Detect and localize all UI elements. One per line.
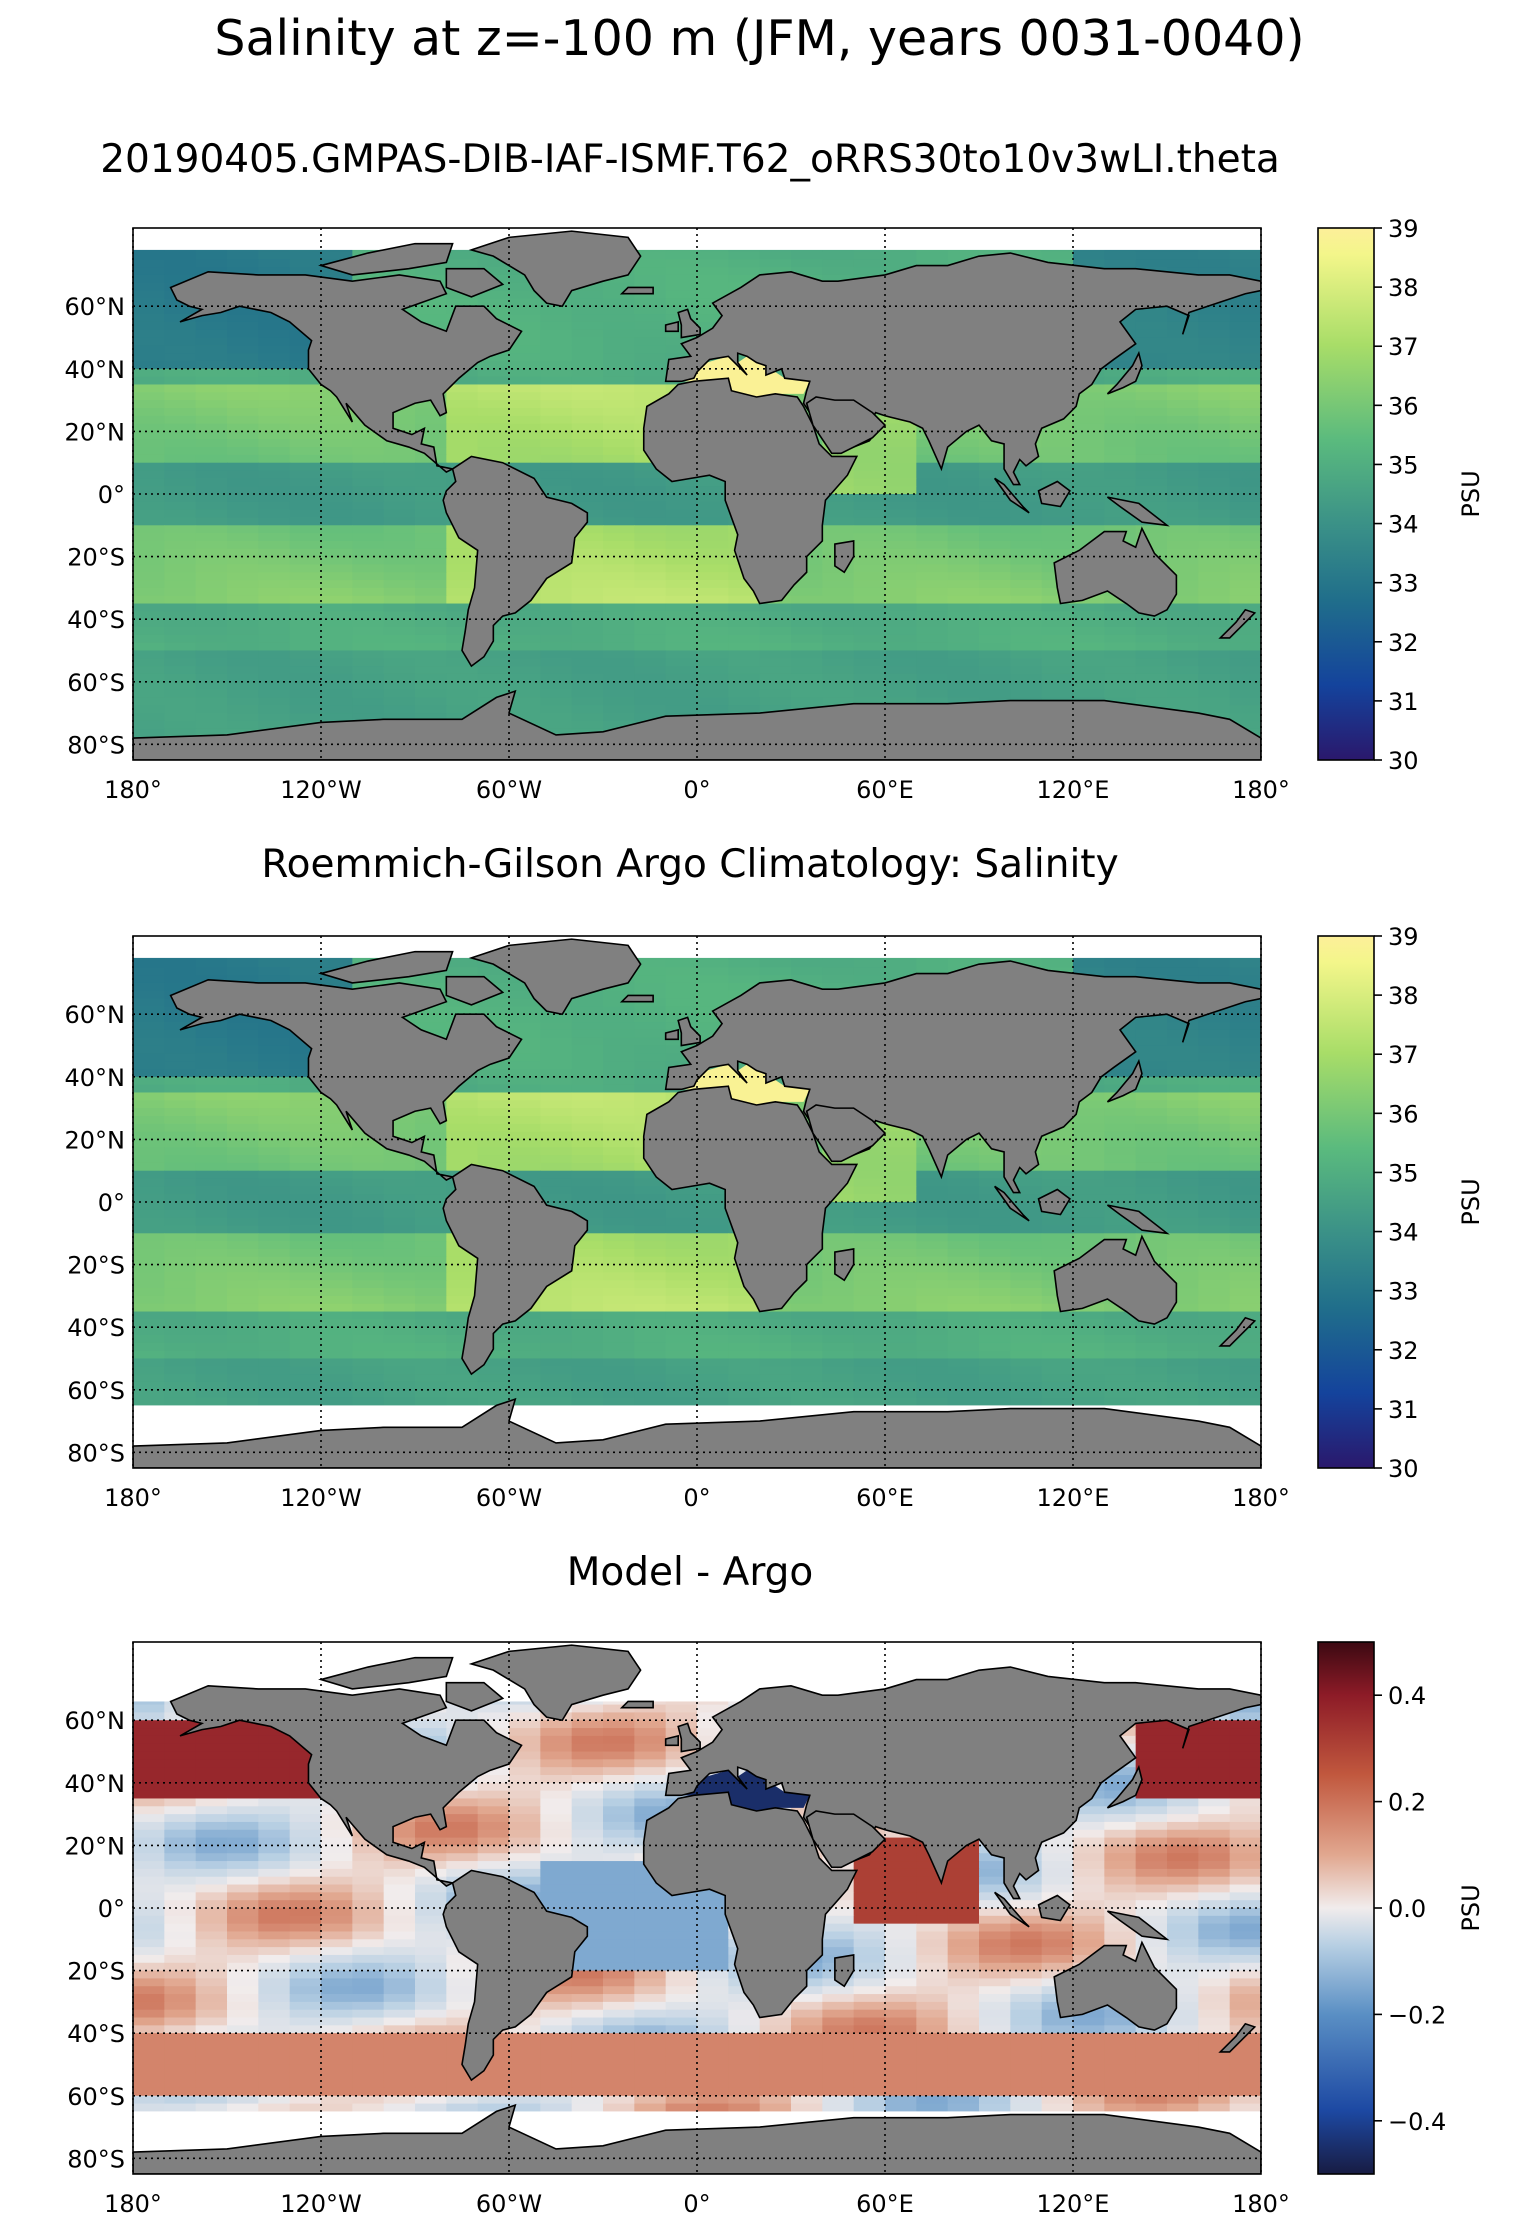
y-tick-label: 80°S [67, 731, 125, 759]
y-tick-label: 20°S [67, 1252, 125, 1280]
x-tick-label: 180° [1232, 776, 1290, 804]
colorbar-tick-label: −0.4 [1388, 2108, 1446, 2136]
y-tick-label: 0° [98, 1189, 125, 1217]
x-tick-label: 60°E [856, 2190, 914, 2218]
y-tick-label: 60°S [67, 669, 125, 697]
panel-1-title: 20190405.GMPAS-DIB-IAF-ISMF.T62_oRRS30to… [100, 137, 1280, 182]
colorbar-tick-label: 38 [1388, 982, 1419, 1010]
colorbar-2: 30 31 32 33 34 35 36 37 38 39 PSU [1317, 923, 1485, 1483]
x-tick-label: 180° [104, 776, 162, 804]
colorbar-tick-label: 39 [1388, 215, 1419, 243]
y-tick-label: 80°S [67, 2145, 125, 2173]
map-frame [132, 227, 1262, 761]
colorbar-tick-label: 37 [1388, 333, 1419, 361]
colorbar-tick-label: 33 [1388, 1278, 1419, 1306]
x-tick-label: 180° [104, 2190, 162, 2218]
x-tick-label: 0° [683, 1484, 710, 1512]
x-tick-label: 0° [683, 776, 710, 804]
colorbar-tick-label: 39 [1388, 923, 1419, 951]
colorbar-label: PSU [1457, 1884, 1485, 1931]
x-tick-label: 120°W [280, 776, 362, 804]
x-tick-label: 120°E [1037, 1484, 1110, 1512]
colorbar-tick-label: 31 [1388, 1396, 1419, 1424]
colorbar-tick-label: 35 [1388, 1159, 1419, 1187]
mediterranean-cell [681, 356, 810, 397]
colorbar-label: PSU [1457, 470, 1485, 517]
x-tick-label: 60°W [476, 776, 542, 804]
colorbar-tick-label: 30 [1388, 1455, 1419, 1483]
colorbar-tick-label: 36 [1388, 392, 1419, 420]
map-panel-2: 180° 120°W 60°W 0° 60°E 120°E 180° 60°N 40°N 20°N… [65, 923, 1486, 1512]
x-tick-label: 60°E [856, 776, 914, 804]
colorbar-tick-label: 0.2 [1388, 1789, 1426, 1817]
colorbar-tick-label: 36 [1388, 1100, 1419, 1128]
x-tick-label: 120°E [1037, 2190, 1110, 2218]
colorbar-tick-label: 32 [1388, 629, 1419, 657]
y-tick-label: 40°N [65, 1770, 126, 1798]
land-mass [133, 230, 1261, 760]
x-tick-label: 60°W [476, 2190, 542, 2218]
y-tick-label: 40°N [65, 1064, 126, 1092]
y-tick-label: 20°N [65, 418, 126, 446]
y-tick-label: 40°S [67, 1314, 125, 1342]
colorbar-tick-label: 0.4 [1388, 1682, 1426, 1710]
colorbar-1: 30 31 32 33 34 35 36 37 38 39 PSU [1317, 215, 1485, 775]
x-tick-label: 180° [104, 1484, 162, 1512]
x-tick-label: 60°E [856, 1484, 914, 1512]
y-tick-label: 60°N [65, 1001, 126, 1029]
land-mass [133, 938, 1261, 1468]
x-tick-label: 60°W [476, 1484, 542, 1512]
y-tick-label: 20°N [65, 1126, 126, 1154]
y-tick-label: 60°N [65, 293, 126, 321]
map-panel-1: 180° 120°W 60°W 0° 60°E 120°E 180° 60°N 40°N 20°N… [65, 215, 1486, 804]
map-frame [132, 935, 1262, 1469]
colorbar-tick-label: 30 [1388, 747, 1419, 775]
x-tick-label: 180° [1232, 1484, 1290, 1512]
colorbar-tick-label: 32 [1388, 1337, 1419, 1365]
panel-2-title: Roemmich-Gilson Argo Climatology: Salini… [261, 842, 1119, 887]
y-tick-label: 20°S [67, 544, 125, 572]
colorbar-tick-label: −0.2 [1388, 2001, 1446, 2029]
colorbar-tick-label: 33 [1388, 570, 1419, 598]
colorbar-tick-label: 37 [1388, 1041, 1419, 1069]
x-tick-label: 120°E [1037, 776, 1110, 804]
colorbar-tick-label: 34 [1388, 511, 1419, 539]
y-tick-label: 60°S [67, 1377, 125, 1405]
y-tick-label: 60°N [65, 1707, 126, 1735]
mediterranean-cell [681, 1770, 810, 1811]
y-tick-label: 40°S [67, 606, 125, 634]
panel-3-title: Model - Argo [566, 1550, 814, 1595]
figure-suptitle: Salinity at z=-100 m (JFM, years 0031-00… [214, 10, 1305, 67]
land-mass [133, 1644, 1261, 2174]
y-tick-label: 0° [98, 481, 125, 509]
colorbar-tick-label: 35 [1388, 451, 1419, 479]
y-tick-label: 80°S [67, 1439, 125, 1467]
y-tick-label: 0° [98, 1895, 125, 1923]
y-tick-label: 40°S [67, 2020, 125, 2048]
mediterranean-cell [681, 1064, 810, 1105]
y-tick-label: 40°N [65, 356, 126, 384]
map-frame [132, 1641, 1262, 2175]
x-tick-label: 180° [1232, 2190, 1290, 2218]
colorbar-tick-label: 31 [1388, 688, 1419, 716]
graticule [132, 228, 1262, 760]
colorbar-label: PSU [1457, 1178, 1485, 1225]
colorbar-3: −0.4 −0.2 0.0 0.2 0.4 PSU [1317, 1641, 1485, 2175]
y-tick-label: 20°N [65, 1832, 126, 1860]
colorbar-tick-label: 34 [1388, 1219, 1419, 1247]
map-panel-3: 180° 120°W 60°W 0° 60°E 120°E 180° 60°N 40°N 20°N… [65, 1641, 1485, 2218]
x-tick-label: 120°W [280, 1484, 362, 1512]
colorbar-tick-label: 38 [1388, 274, 1419, 302]
y-tick-label: 60°S [67, 2083, 125, 2111]
y-tick-label: 20°S [67, 1958, 125, 1986]
x-tick-label: 0° [683, 2190, 710, 2218]
colorbar-tick-label: 0.0 [1388, 1895, 1426, 1923]
x-tick-label: 120°W [280, 2190, 362, 2218]
